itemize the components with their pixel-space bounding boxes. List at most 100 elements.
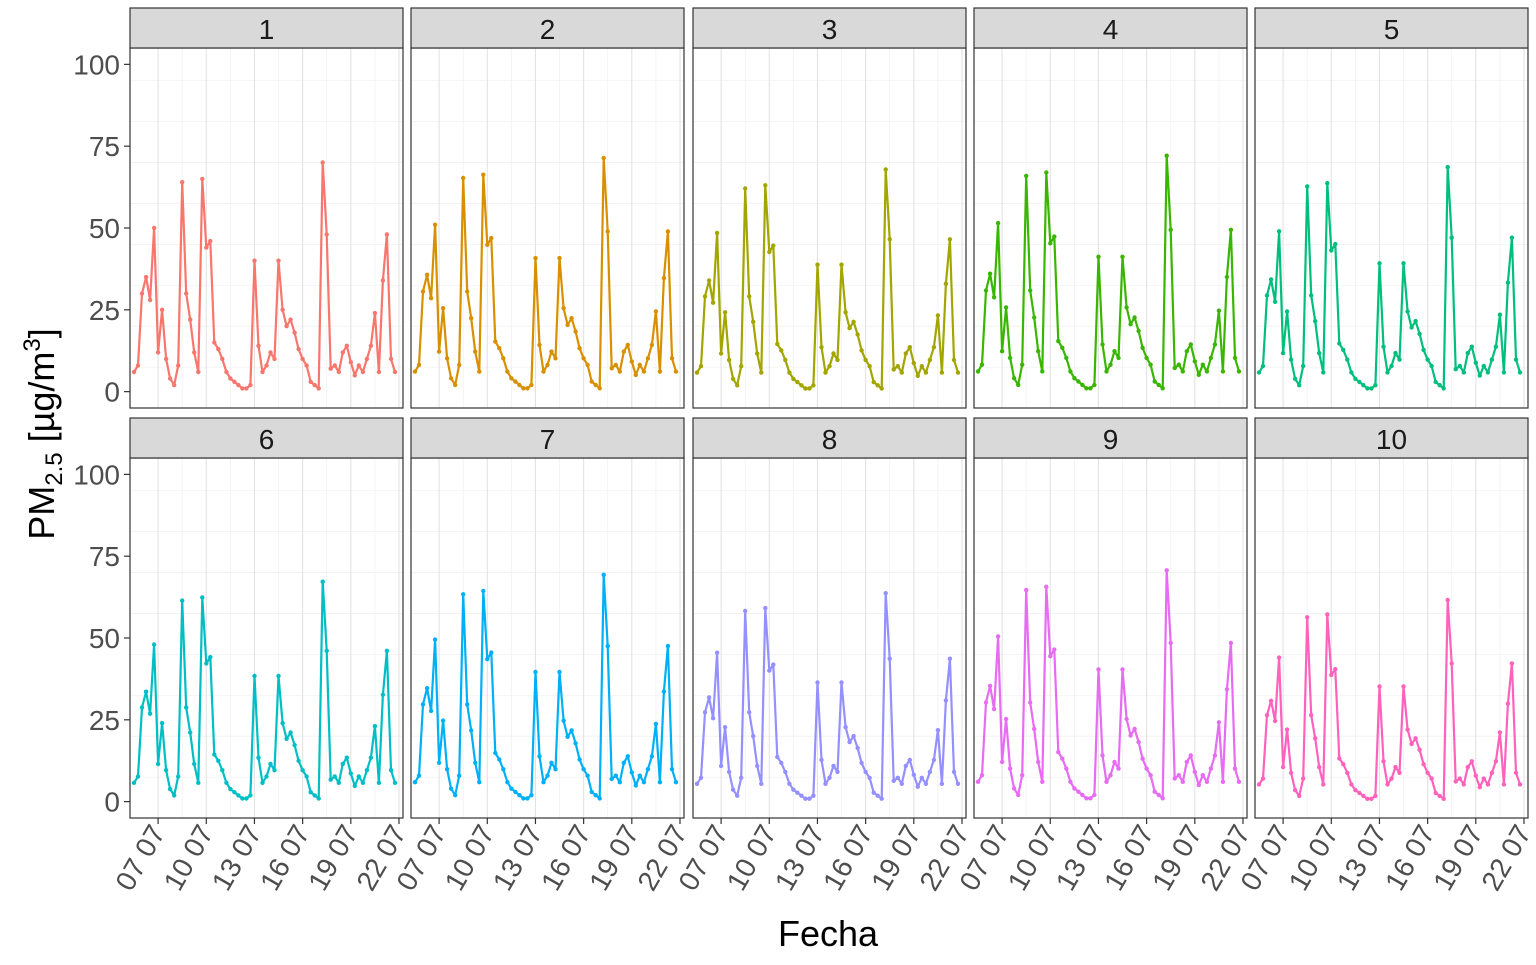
data-point	[710, 716, 716, 721]
data-point	[1023, 587, 1029, 593]
data-point	[835, 357, 840, 363]
series-line-7	[414, 573, 678, 800]
data-point	[601, 155, 606, 161]
data-point	[722, 310, 728, 315]
data-point	[260, 369, 265, 375]
data-point	[1184, 349, 1190, 354]
data-point	[1176, 362, 1182, 367]
data-point	[392, 369, 398, 375]
data-point	[1072, 786, 1077, 791]
data-point	[1020, 773, 1025, 778]
facet-strip	[692, 417, 967, 459]
data-point	[653, 721, 659, 727]
data-point	[617, 780, 622, 785]
data-point	[212, 752, 217, 757]
data-point	[1373, 793, 1378, 799]
data-point	[673, 369, 679, 374]
data-point	[983, 288, 989, 293]
data-point	[228, 786, 233, 792]
data-point	[252, 673, 257, 679]
data-point	[739, 775, 744, 780]
data-point	[204, 245, 209, 250]
data-point	[147, 297, 153, 303]
data-point	[1156, 382, 1161, 388]
data-point	[517, 382, 522, 388]
data-point	[1305, 615, 1310, 620]
data-point	[871, 379, 876, 385]
data-point	[999, 759, 1005, 765]
data-point	[388, 768, 394, 773]
data-point	[1136, 328, 1141, 334]
data-point	[288, 317, 293, 322]
data-point	[787, 781, 792, 786]
data-point	[489, 235, 494, 241]
data-point	[1421, 347, 1426, 353]
data-point	[1100, 342, 1105, 347]
facet-strip	[1254, 417, 1529, 459]
data-point	[1108, 773, 1113, 778]
data-point	[694, 781, 700, 786]
y-tick-label: 25	[89, 705, 120, 736]
data-point	[1120, 254, 1125, 259]
data-point	[308, 790, 313, 795]
data-point	[827, 364, 832, 369]
data-point	[871, 790, 876, 795]
data-point	[1192, 359, 1198, 364]
data-point	[899, 781, 904, 786]
facet-panel-6: 6	[129, 417, 404, 819]
y-tick-label: 0	[104, 787, 120, 818]
data-point	[875, 793, 880, 798]
data-point	[1429, 363, 1434, 369]
series-line-5	[1258, 166, 1522, 390]
data-point	[256, 343, 261, 348]
data-point	[577, 757, 582, 762]
data-point	[1505, 701, 1511, 706]
data-point	[1028, 700, 1033, 705]
data-point	[1168, 640, 1173, 646]
data-point	[1084, 796, 1089, 801]
data-point	[1457, 363, 1463, 369]
x-tick-label: 19 07	[1146, 820, 1208, 896]
facet-label: 8	[822, 424, 838, 455]
data-point	[240, 386, 245, 391]
data-point	[1060, 345, 1065, 350]
data-point	[208, 238, 213, 244]
data-point	[947, 237, 953, 242]
facet-panel-2: 2	[410, 7, 685, 409]
data-point	[1276, 229, 1282, 234]
y-axis-title: PM2.5 [µg/m3]	[19, 328, 68, 540]
data-point	[763, 183, 768, 188]
data-point	[1453, 367, 1458, 372]
data-point	[939, 781, 945, 786]
data-point	[1329, 248, 1334, 253]
data-point	[1256, 370, 1262, 375]
data-point	[1481, 776, 1487, 781]
data-point	[1305, 184, 1310, 189]
data-point	[730, 787, 736, 792]
data-point	[1036, 349, 1041, 354]
data-point	[795, 790, 800, 795]
data-point	[167, 376, 173, 381]
series-line-2	[414, 156, 678, 390]
data-point	[1493, 759, 1499, 764]
data-point	[1393, 764, 1398, 770]
data-point	[376, 780, 382, 785]
x-axis-title: Fecha	[778, 913, 879, 954]
data-point	[1176, 773, 1182, 778]
data-point	[188, 730, 193, 735]
data-point	[1365, 386, 1370, 391]
data-point	[236, 382, 241, 388]
data-point	[416, 773, 422, 778]
data-point	[755, 351, 760, 356]
data-point	[248, 382, 253, 388]
data-point	[569, 316, 574, 321]
data-point	[1016, 382, 1021, 388]
data-point	[1276, 655, 1282, 660]
data-point	[1180, 369, 1186, 374]
data-point	[1144, 355, 1149, 361]
data-point	[268, 350, 273, 355]
data-point	[1068, 369, 1073, 374]
data-point	[661, 689, 667, 694]
data-point	[1497, 312, 1503, 317]
facet-label: 3	[822, 14, 838, 45]
